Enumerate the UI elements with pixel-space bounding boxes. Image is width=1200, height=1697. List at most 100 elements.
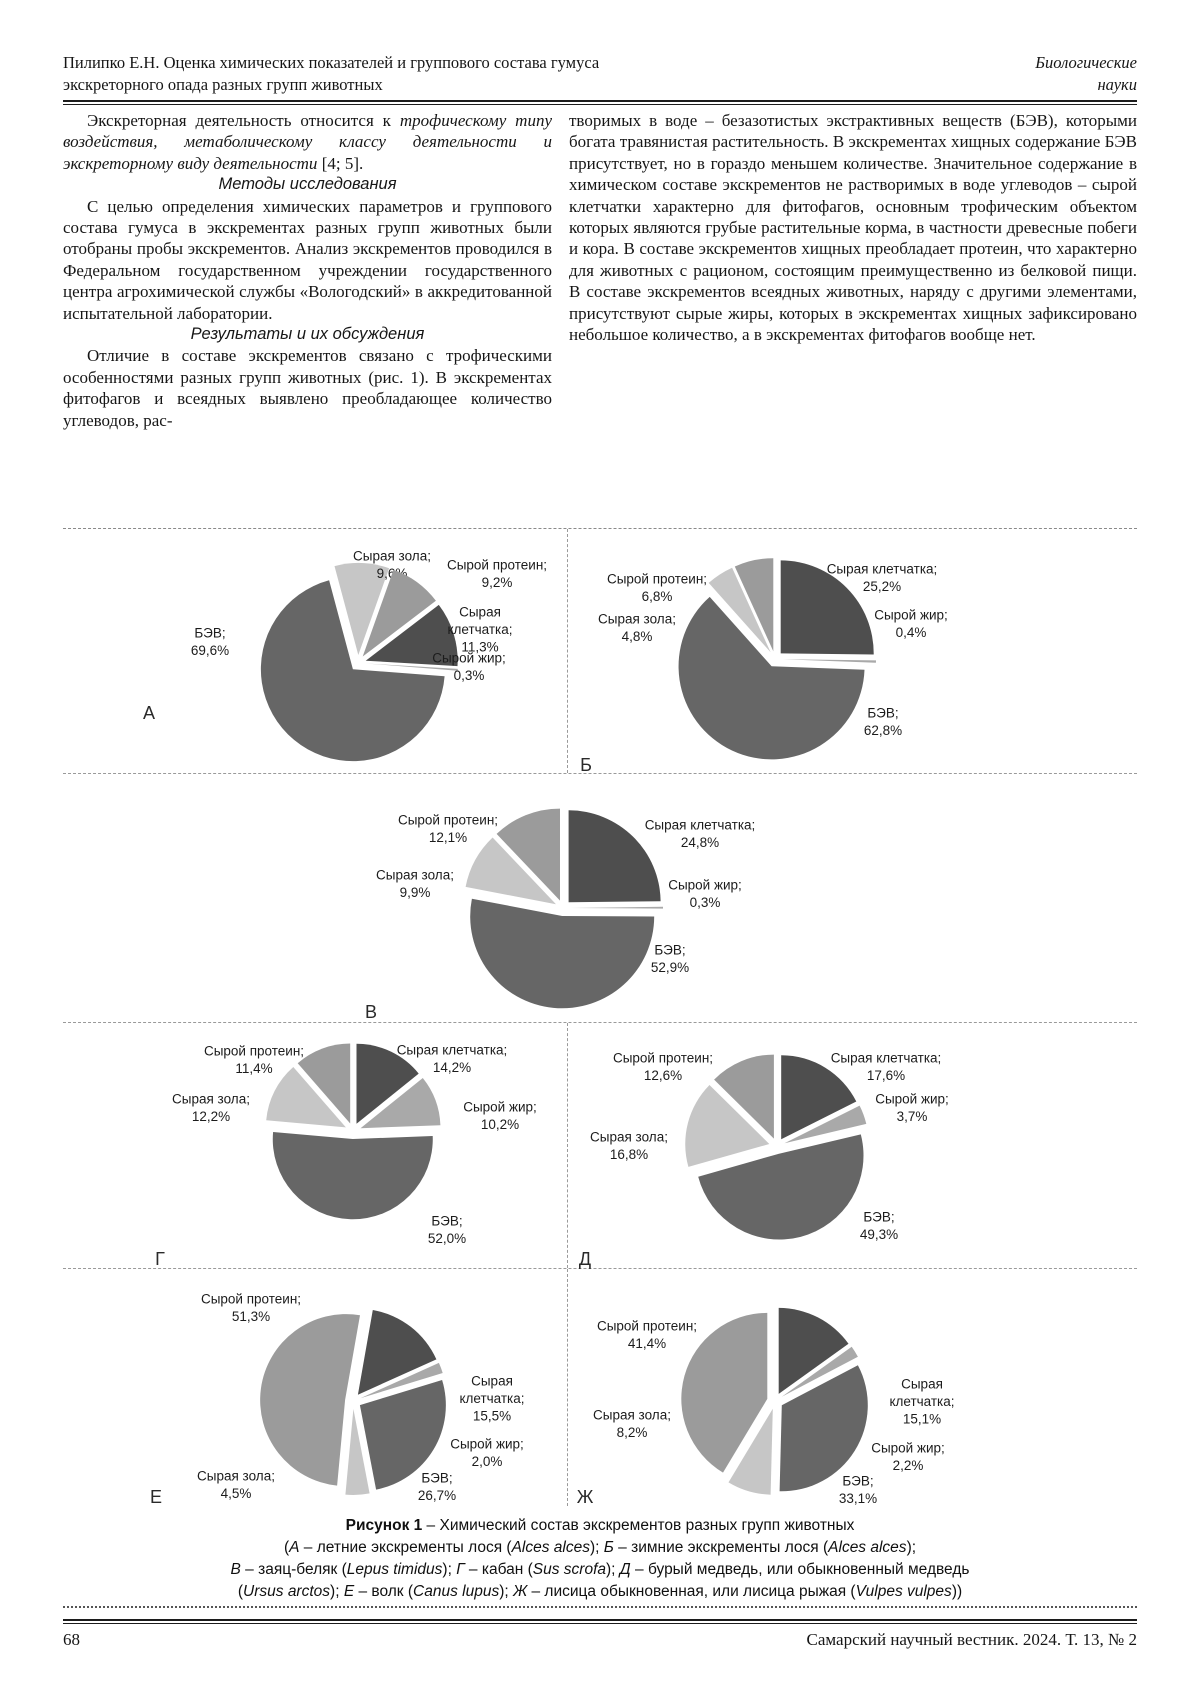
svg-text:Сырая зола;: Сырая зола;	[593, 1407, 671, 1422]
pie-slice	[734, 558, 774, 652]
pie-slice	[783, 659, 876, 663]
svg-text:БЭВ;: БЭВ;	[863, 1209, 894, 1224]
chart-cell-g: Сырая клетчатка; 14,2% Сырой жир; 10,2% БЭВ;…	[63, 1023, 568, 1269]
svg-text:17,6%: 17,6%	[867, 1068, 905, 1083]
figure-row-2: Сырая клетчатка; 24,8% Сырой жир; 0,3% БЭВ; 5…	[63, 774, 1137, 1023]
pie-slice	[362, 569, 436, 657]
chart-letter-label: Б	[580, 755, 592, 774]
journal-section-line1: Биологические	[1035, 53, 1137, 72]
pie-chart-b: Сырая клетчатка; 25,2% Сырой жир; 0,4% БЭВ; 6…	[580, 558, 948, 774]
svg-text:Сырая: Сырая	[459, 605, 501, 620]
svg-text:Сырой протеин;: Сырой протеин;	[447, 557, 547, 572]
svg-text:0,4%: 0,4%	[896, 625, 927, 640]
svg-text:2,0%: 2,0%	[472, 1454, 503, 1469]
chart-letter-label: Г	[155, 1249, 165, 1269]
svg-text:Сырой протеин;: Сырой протеин;	[597, 1318, 697, 1333]
svg-text:БЭВ;: БЭВ;	[421, 1470, 452, 1485]
pie-slice	[698, 1134, 864, 1240]
right-column: творимых в воде – безазотистых экстракти…	[569, 110, 1137, 431]
figure-1: Сырая зола; 9,6% Сырой протеин; 9,2% Сырая кл…	[63, 528, 1137, 1603]
svg-text:52,9%: 52,9%	[651, 960, 689, 975]
svg-text:Сырая зола;: Сырая зола;	[197, 1468, 275, 1483]
page-number: 68	[63, 1630, 80, 1649]
svg-text:БЭВ;: БЭВ;	[431, 1213, 462, 1228]
svg-text:клетчатка;: клетчатка;	[889, 1394, 954, 1409]
pie-slice	[334, 562, 390, 655]
pie-slice	[728, 1408, 773, 1495]
page-footer: 68 Самарский научный вестник. 2024. Т. 1…	[63, 1630, 1137, 1650]
figure-bottom-rule	[63, 1606, 1137, 1608]
pie-slice	[260, 580, 445, 762]
page-header: Пилипко Е.Н. Оценка химических показател…	[63, 52, 1137, 96]
svg-text:0,3%: 0,3%	[454, 668, 485, 683]
svg-text:11,4%: 11,4%	[235, 1061, 272, 1076]
figure-caption-line1: Рисунок 1 – Химический состав экскремент…	[345, 1517, 855, 1534]
paragraph-results: Отличие в составе экскрементов связано с…	[63, 346, 552, 430]
svg-text:Сырой жир;: Сырой жир;	[874, 607, 948, 622]
svg-text:9,2%: 9,2%	[482, 575, 513, 590]
chart-letter-label: Е	[150, 1487, 162, 1506]
svg-text:2,2%: 2,2%	[893, 1458, 924, 1473]
chart-letter-label: В	[365, 1002, 377, 1022]
pie-chart-g: Сырая клетчатка; 14,2% Сырой жир; 10,2% БЭВ;…	[155, 1042, 537, 1269]
svg-text:Сырой протеин;: Сырой протеин;	[398, 812, 498, 827]
svg-text:Сырой протеин;: Сырой протеин;	[204, 1043, 304, 1058]
figure-row-3: Сырая клетчатка; 14,2% Сырой жир; 10,2% БЭВ;…	[63, 1023, 1137, 1269]
chart-letter-label: А	[143, 703, 155, 723]
article-columns: Экскреторная деятельность относится к тр…	[63, 110, 1137, 431]
svg-text:Сырой жир;: Сырой жир;	[463, 1099, 537, 1114]
pie-slice	[708, 567, 771, 653]
running-title: Пилипко Е.Н. Оценка химических показател…	[63, 52, 599, 96]
pie-chart-a: Сырая зола;9,6%Сырой протеин;9,2%Сыраякл…	[143, 548, 547, 762]
section-heading-results: Результаты и их обсуждения	[190, 325, 425, 344]
pie-chart-zh: Сырая клетчатка; 15,1% Сырой жир; 2,2% БЭВ; 33…	[577, 1307, 955, 1506]
svg-text:Сырой жир;: Сырой жир;	[871, 1440, 945, 1455]
svg-text:25,2%: 25,2%	[863, 579, 901, 594]
journal-section-line2: науки	[1097, 75, 1137, 94]
pie-slice	[685, 1085, 770, 1167]
pie-chart-v: Сырая клетчатка; 24,8% Сырой жир; 0,3% БЭВ; 5…	[365, 808, 756, 1022]
svg-text:33,1%: 33,1%	[839, 1491, 877, 1506]
pie-slice	[496, 808, 560, 901]
svg-text:БЭВ;: БЭВ;	[194, 625, 225, 640]
figure-row-4: Сырая клетчатка; 15,5% Сырой жир; 2,0% БЭВ; 26…	[63, 1269, 1137, 1506]
svg-text:4,5%: 4,5%	[221, 1486, 252, 1501]
pie-slice	[356, 1043, 419, 1124]
pie-slice	[779, 1365, 868, 1492]
pie-slice	[366, 663, 458, 671]
pie-chart-e: Сырая клетчатка; 15,5% Сырой жир; 2,0% БЭВ; 26…	[150, 1291, 525, 1506]
svg-text:26,7%: 26,7%	[418, 1488, 456, 1503]
pie-slice	[781, 1055, 857, 1140]
footer-rule	[63, 1619, 1137, 1624]
chart-cell-zh: Сырая клетчатка; 15,1% Сырой жир; 2,2% БЭВ; 33…	[568, 1269, 1137, 1506]
pie-slice	[678, 596, 865, 760]
svg-text:12,2%: 12,2%	[192, 1109, 230, 1124]
svg-text:62,8%: 62,8%	[864, 723, 902, 738]
svg-text:6,8%: 6,8%	[642, 589, 673, 604]
svg-text:9,9%: 9,9%	[400, 885, 431, 900]
svg-text:4,8%: 4,8%	[622, 629, 653, 644]
svg-text:Сырая зола;: Сырая зола;	[172, 1091, 250, 1106]
figure-caption: Рисунок 1 – Химический состав экскремент…	[63, 1515, 1137, 1603]
svg-text:Сырой жир;: Сырой жир;	[432, 650, 506, 665]
svg-text:12,6%: 12,6%	[644, 1068, 682, 1083]
svg-text:Сырой жир;: Сырой жир;	[450, 1436, 524, 1451]
svg-text:Сырая клетчатка;: Сырая клетчатка;	[645, 817, 756, 832]
svg-text:Сырая клетчатка;: Сырая клетчатка;	[827, 561, 938, 576]
svg-text:15,1%: 15,1%	[903, 1412, 941, 1427]
pie-slice	[714, 1054, 774, 1139]
svg-text:49,3%: 49,3%	[860, 1227, 898, 1242]
svg-text:14,2%: 14,2%	[433, 1060, 471, 1075]
svg-text:15,5%: 15,5%	[473, 1409, 511, 1424]
pie-slice	[470, 898, 655, 1009]
svg-text:3,7%: 3,7%	[897, 1109, 928, 1124]
header-rule	[63, 100, 1137, 105]
svg-text:0,3%: 0,3%	[690, 895, 721, 910]
left-column: Экскреторная деятельность относится к тр…	[63, 110, 552, 431]
section-heading-methods: Методы исследования	[218, 175, 397, 194]
svg-text:10,2%: 10,2%	[481, 1117, 519, 1132]
pie-slice	[568, 810, 661, 903]
paragraph-excretory: Экскреторная деятельность относится к тр…	[63, 111, 552, 173]
svg-text:Сырая зола;: Сырая зола;	[353, 548, 431, 563]
